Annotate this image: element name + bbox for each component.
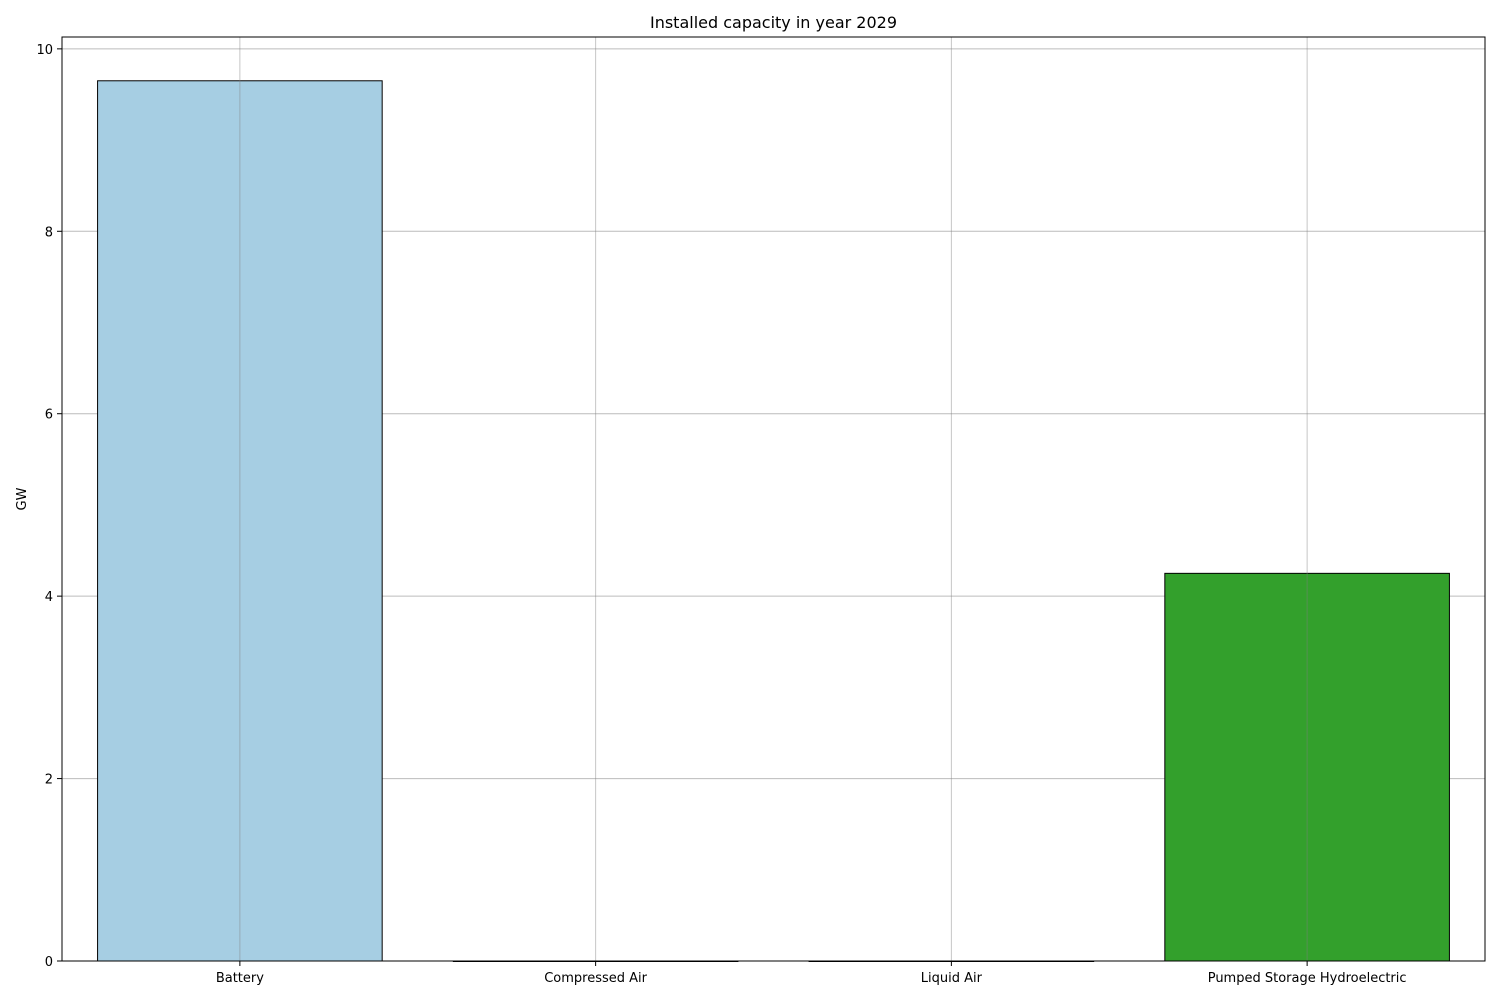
y-tick-label: 6 bbox=[45, 408, 53, 423]
y-axis-ticks: 0 2 4 6 8 10 bbox=[36, 43, 62, 970]
y-tick-label: 4 bbox=[45, 590, 53, 605]
plot-frame bbox=[61, 36, 1486, 962]
y-axis-label: GW bbox=[15, 487, 30, 510]
chart-title: Installed capacity in year 2029 bbox=[650, 13, 897, 32]
x-tick-label: Battery bbox=[216, 971, 264, 986]
y-tick-label: 8 bbox=[45, 225, 53, 240]
bar-pumped-storage-hydroelectric bbox=[1164, 572, 1450, 962]
vertical-grid-lines bbox=[239, 37, 1308, 961]
bar-battery bbox=[97, 80, 383, 962]
x-tick-label: Liquid Air bbox=[921, 971, 983, 986]
y-tick-label: 0 bbox=[45, 955, 53, 970]
x-tick-label: Compressed Air bbox=[544, 971, 647, 986]
x-tick-label: Pumped Storage Hydroelectric bbox=[1208, 971, 1407, 986]
y-tick-label: 10 bbox=[36, 43, 53, 58]
x-axis-ticks: Battery Compressed Air Liquid Air Pumped St… bbox=[216, 961, 1407, 986]
y-tick-label: 2 bbox=[45, 773, 53, 788]
bars bbox=[97, 80, 1450, 962]
